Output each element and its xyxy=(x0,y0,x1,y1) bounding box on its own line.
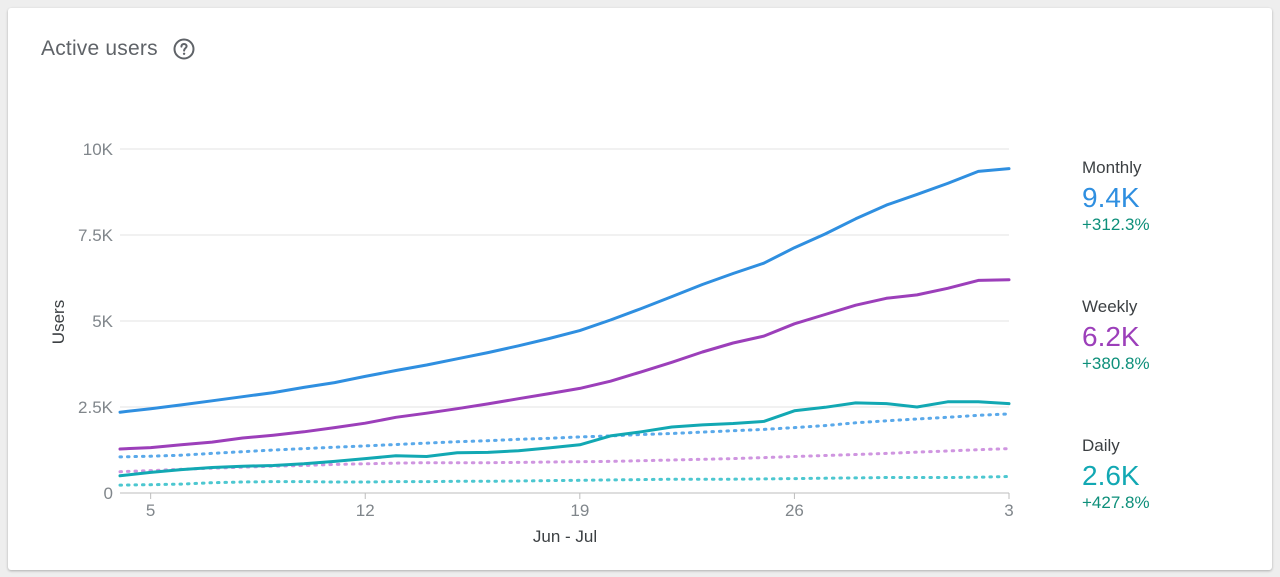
card-header: Active users xyxy=(41,37,196,61)
x-tick-label: 5 xyxy=(146,501,155,520)
series-line-daily-previous-period xyxy=(118,475,1011,487)
legend-monthly-value: 9.4K xyxy=(1082,182,1140,213)
active-users-card: Active users xyxy=(8,8,1272,570)
help-circle-icon[interactable] xyxy=(172,37,196,61)
legend-weekly-value: 6.2K xyxy=(1082,321,1140,352)
legend-monthly-label: Monthly xyxy=(1082,158,1142,177)
y-tick-label: 5K xyxy=(92,312,113,331)
x-tick-label: 3 xyxy=(1004,501,1013,520)
x-axis-title: Jun - Jul xyxy=(533,527,597,546)
series-line-daily xyxy=(118,400,1011,478)
y-tick-label: 7.5K xyxy=(78,226,114,245)
y-axis-title: Users xyxy=(49,300,68,344)
legend-monthly-change: +312.3% xyxy=(1082,215,1150,234)
y-tick-label: 2.5K xyxy=(78,398,114,417)
series-line-monthly-previous-period xyxy=(118,412,1011,459)
card-title: Active users xyxy=(41,37,158,60)
x-tick-label: 12 xyxy=(356,501,375,520)
y-tick-label: 10K xyxy=(83,140,114,159)
legend-weekly-label: Weekly xyxy=(1082,297,1138,316)
legend-daily-value: 2.6K xyxy=(1082,460,1140,491)
help-circle-icon-graphic xyxy=(173,38,195,60)
legend-daily-label: Daily xyxy=(1082,436,1120,455)
series-line-weekly-previous-period xyxy=(118,447,1011,474)
legend-weekly-change: +380.8% xyxy=(1082,354,1150,373)
legend-item-weekly: Weekly 6.2K +380.8% xyxy=(1082,297,1242,374)
x-tick-label: 19 xyxy=(570,501,589,520)
series-line-monthly xyxy=(118,167,1011,414)
legend-item-monthly: Monthly 9.4K +312.3% xyxy=(1082,158,1242,235)
legend-item-daily: Daily 2.6K +427.8% xyxy=(1082,436,1242,513)
x-tick-label: 26 xyxy=(785,501,804,520)
legend-daily-change: +427.8% xyxy=(1082,493,1150,512)
series-line-weekly xyxy=(118,278,1011,451)
y-tick-label: 0 xyxy=(104,484,113,503)
